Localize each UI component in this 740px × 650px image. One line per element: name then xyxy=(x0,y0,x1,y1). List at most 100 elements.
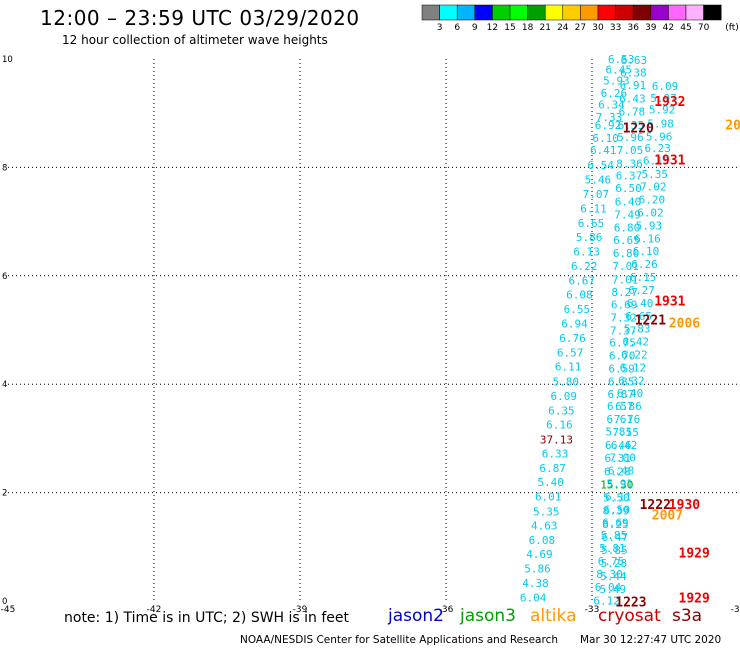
colorbar-swatch xyxy=(509,4,528,21)
swh-value-label: 6.04 xyxy=(520,592,547,605)
swh-value-label: 8.25 xyxy=(602,518,629,531)
swh-value-label: 6.26 xyxy=(601,87,628,100)
swh-value-label: 5.93 xyxy=(636,220,663,233)
colorbar-tick: 3 xyxy=(437,23,443,33)
colorbar-tick: 30 xyxy=(592,23,604,33)
swh-value-label: 5.40 xyxy=(537,476,564,489)
colorbar-swatch xyxy=(456,4,476,21)
swh-value-label: 6.50 xyxy=(615,182,642,195)
swh-value-label: 6.86 xyxy=(615,400,642,413)
swh-value-label: 5.86 xyxy=(524,562,551,575)
colorbar-swatch xyxy=(650,4,669,21)
time-label: 1932 xyxy=(654,95,685,110)
swh-value-label: 6.16 xyxy=(546,419,573,432)
swh-value-label: 6.61 xyxy=(606,413,633,426)
colorbar-tick: 45 xyxy=(680,23,691,33)
time-label: 1929 xyxy=(679,547,710,562)
y-tick-label: 2 xyxy=(2,489,7,499)
colorbar-swatch xyxy=(474,4,493,21)
swh-value-label: 7.33 xyxy=(596,111,623,124)
swh-value-label: 5.28 xyxy=(601,557,628,570)
swh-value-label: 6.40 xyxy=(617,387,644,400)
swh-value-label: 37.13 xyxy=(540,433,573,446)
colorbar-tick: 39 xyxy=(645,23,657,33)
chart-marks: 6.536.455.936.266.347.336.926.106.416.54… xyxy=(520,53,740,611)
time-label: 1223 xyxy=(615,595,646,610)
swh-value-label: 5.46 xyxy=(585,174,612,187)
swh-value-label: 5.91 xyxy=(606,478,633,491)
swh-value-label: 6.80 xyxy=(613,247,640,260)
swh-value-label: 5.92 xyxy=(649,104,676,117)
colorbar-tick: 12 xyxy=(487,23,498,33)
swh-value-label: 6.04 xyxy=(595,581,622,594)
swh-value-label: 6.48 xyxy=(608,465,635,478)
chart-grid xyxy=(8,59,738,601)
swh-value-label: 6.13 xyxy=(573,246,600,259)
swh-value-label: 5.49 xyxy=(600,583,627,596)
swh-value-label: 6.12 xyxy=(593,594,620,607)
swh-value-label: 6.42 xyxy=(611,439,638,452)
swh-value-label: 5.80 xyxy=(552,375,579,388)
swh-value-label: 4.69 xyxy=(526,548,553,561)
swh-value-label: 6.55 xyxy=(564,303,591,316)
colorbar-tick: 33 xyxy=(610,23,621,33)
swh-value-label: 6.80 xyxy=(614,221,641,234)
swh-value-label: 6.11 xyxy=(605,491,632,504)
swh-value-label: 7.49 xyxy=(614,208,641,221)
swh-value-label: 6.12 xyxy=(620,362,647,375)
swh-value-label: 6.40 xyxy=(627,297,654,310)
colorbar-swatch xyxy=(439,4,458,21)
swh-value-label: 6.41 xyxy=(590,144,617,157)
swh-value-label: 6.09 xyxy=(551,390,578,403)
swh-value-label: 7.37 xyxy=(610,324,637,337)
swh-value-label: 6.75 xyxy=(609,336,636,349)
swh-value-label: 6.54 xyxy=(588,159,615,172)
swh-value-label: 6.78 xyxy=(619,105,646,118)
swh-value-label: 6.01 xyxy=(535,491,562,504)
swh-value-label: 7.55 xyxy=(612,426,639,439)
colorbar-swatch xyxy=(597,4,616,21)
swh-value-label: 6.87 xyxy=(539,462,566,475)
swh-value-label: 6.47 xyxy=(602,531,629,544)
time-label: 1931 xyxy=(654,154,685,169)
swh-value-label: 6.38 xyxy=(620,66,647,79)
swh-value-label: 7.76 xyxy=(614,413,641,426)
swh-value-label: 5.35 xyxy=(533,505,560,518)
time-label: 20 xyxy=(725,118,740,133)
swh-value-label: 6.76 xyxy=(559,332,586,345)
x-tick-label: -42 xyxy=(147,605,162,615)
y-tick-label: 4 xyxy=(2,380,7,390)
swh-value-label: 8.39 xyxy=(603,504,630,517)
swh-value-label: 6.45 xyxy=(606,64,633,77)
footer-credit: NOAA/NESDIS Center for Satellite Applica… xyxy=(240,634,558,646)
swh-value-label: 6.33 xyxy=(542,447,569,460)
time-label: 2007 xyxy=(652,509,683,524)
swh-value-label: 6.32 xyxy=(618,375,645,388)
swh-value-label: 6.15 xyxy=(643,155,670,168)
swh-value-label: 6.11 xyxy=(580,202,607,215)
colorbar-tick: 70 xyxy=(698,23,710,33)
swh-value-label: 5.96 xyxy=(646,130,673,143)
swh-value-label: 15.30 xyxy=(600,478,633,491)
swh-value-label: 6.67 xyxy=(569,274,596,287)
swh-value-label: 6.22 xyxy=(621,349,648,362)
swh-value-label: 5.50 xyxy=(603,491,630,504)
time-label: 1929 xyxy=(679,592,710,607)
footer-note: note: 1) Time is in UTC; 2) SWH is in fe… xyxy=(64,610,350,626)
swh-value-label: 6.37 xyxy=(616,169,643,182)
swh-value-label: 6.10 xyxy=(592,132,619,145)
colorbar-swatch xyxy=(492,4,511,21)
swh-value-label: 5.98 xyxy=(647,117,674,130)
x-tick-label: -45 xyxy=(1,605,16,615)
y-tick-label: 8 xyxy=(2,163,7,173)
colorbar-swatch xyxy=(685,4,704,21)
swh-value-label: 6.42 xyxy=(623,336,650,349)
colorbar: 3 6 9 12 15 18 21 24 27 30 33 36 39 42 45 70 (ft) xyxy=(421,4,739,33)
swh-value-label: 6.63 xyxy=(621,54,648,67)
swh-value-label: 6.69 xyxy=(602,517,629,530)
swh-value-label: 6.40 xyxy=(615,195,642,208)
y-tick-label: 0 xyxy=(2,597,7,607)
swh-value-label: 4.38 xyxy=(522,577,549,590)
y-tick-label: 10 xyxy=(2,55,13,65)
colorbar-tick: 42 xyxy=(663,23,674,33)
